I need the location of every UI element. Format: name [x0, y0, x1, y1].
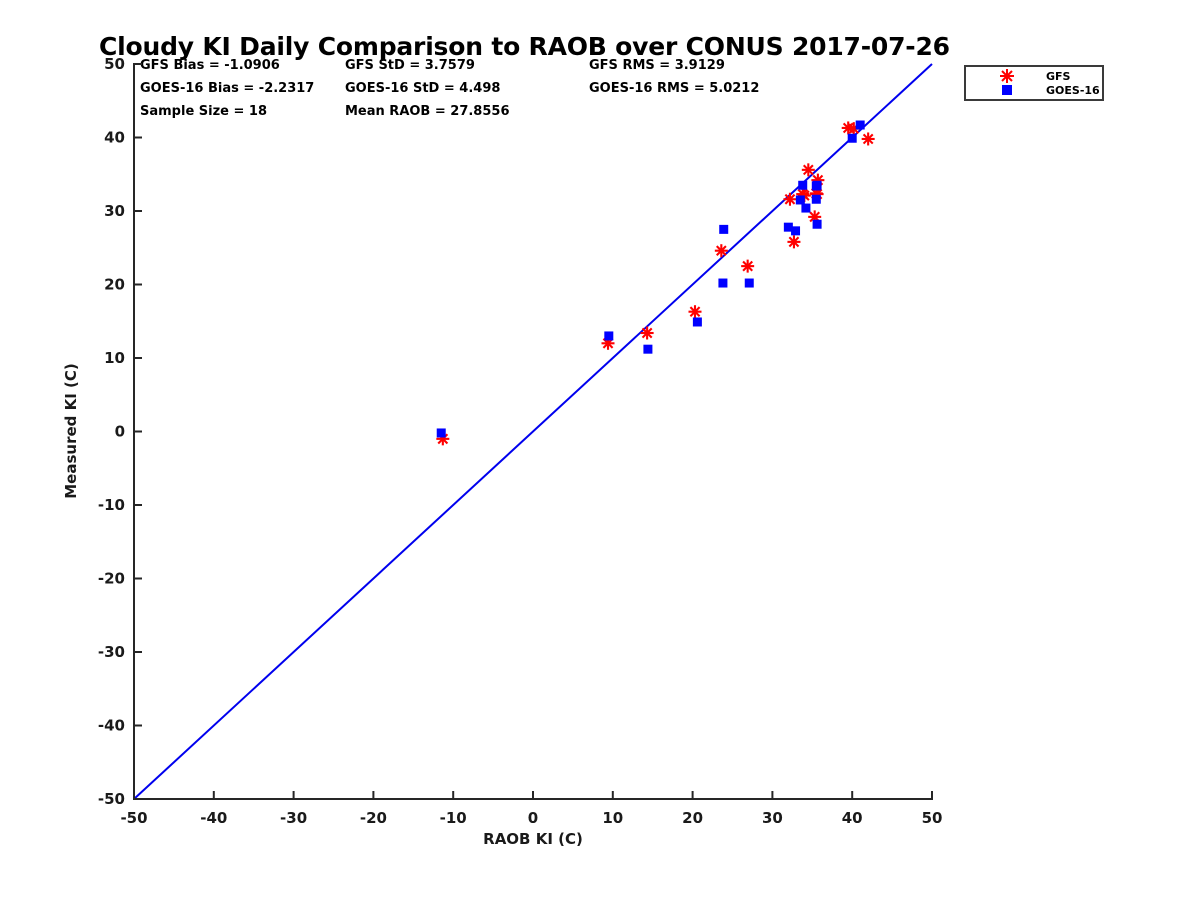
stat-sample-size: Sample Size = 18	[140, 104, 268, 119]
marker	[812, 219, 822, 229]
x-axis-label: RAOB KI (C)	[483, 830, 583, 848]
marker	[801, 203, 811, 213]
marker	[795, 195, 805, 205]
series-goes-16	[436, 120, 865, 438]
legend-label-goes16: GOES-16	[1046, 83, 1100, 97]
chart-title: Cloudy KI Daily Comparison to RAOB over …	[99, 32, 950, 61]
legend-label-gfs: GFS	[1046, 69, 1071, 83]
marker	[436, 428, 446, 438]
stat-goes16-bias: GOES-16 Bias = -2.2317	[140, 81, 315, 96]
stat-gfs-bias: GFS Bias = -1.0906	[140, 58, 280, 73]
legend-box: GFS GOES-16	[964, 65, 1104, 101]
y-tick-label: -20	[98, 570, 125, 588]
y-tick-label: 0	[115, 423, 125, 441]
x-tick-label: -50	[120, 809, 147, 827]
marker	[718, 278, 728, 288]
stat-gfs-std: GFS StD = 3.7579	[345, 58, 475, 73]
stat-goes16-rms: GOES-16 RMS = 5.0212	[589, 81, 760, 96]
x-tick-label: 40	[842, 809, 863, 827]
stat-mean-raob: Mean RAOB = 27.8556	[345, 104, 510, 119]
marker	[604, 331, 614, 341]
y-axis-label: Measured KI (C)	[62, 363, 80, 499]
y-tick-label: -50	[98, 790, 125, 808]
axes	[133, 63, 933, 800]
marker	[798, 180, 808, 190]
x-tick-label: 0	[528, 809, 538, 827]
x-tick-label: -20	[360, 809, 387, 827]
gfs-asterisk-icon	[999, 68, 1015, 84]
goes16-square-icon	[999, 82, 1015, 98]
x-tick-label: 50	[922, 809, 943, 827]
x-tick-label: -40	[200, 809, 227, 827]
x-tick-label: 20	[682, 809, 703, 827]
legend-item-goes16: GOES-16	[966, 83, 1102, 97]
legend-item-gfs: GFS	[966, 69, 1102, 83]
y-tick-label: 20	[104, 276, 125, 294]
marker	[811, 181, 821, 191]
x-tick-label: 30	[762, 809, 783, 827]
marker	[847, 133, 857, 143]
y-tick-label: -30	[98, 643, 125, 661]
marker	[791, 226, 801, 236]
y-tick-label: -10	[98, 496, 125, 514]
stat-gfs-rms: GFS RMS = 3.9129	[589, 58, 725, 73]
marker	[811, 194, 821, 204]
y-tick-label: 40	[104, 129, 125, 147]
stat-goes16-std: GOES-16 StD = 4.498	[345, 81, 501, 96]
marker	[783, 222, 793, 232]
marker	[744, 278, 754, 288]
y-tick-label: -40	[98, 717, 125, 735]
series-gfs	[436, 121, 875, 446]
x-tick-label: -10	[440, 809, 467, 827]
y-tick-label: 50	[104, 55, 125, 73]
marker	[855, 120, 865, 130]
x-tick-label: -30	[280, 809, 307, 827]
y-tick-label: 30	[104, 202, 125, 220]
y-tick-label: 10	[104, 349, 125, 367]
marker	[643, 344, 653, 354]
marker	[719, 224, 729, 234]
tick-labels: -50 -40 -30 -20 -10 0 10 20 30 40 50 -50 -40 -30 -20 -1…	[98, 55, 943, 827]
marker	[692, 317, 702, 327]
x-tick-label: 10	[602, 809, 623, 827]
